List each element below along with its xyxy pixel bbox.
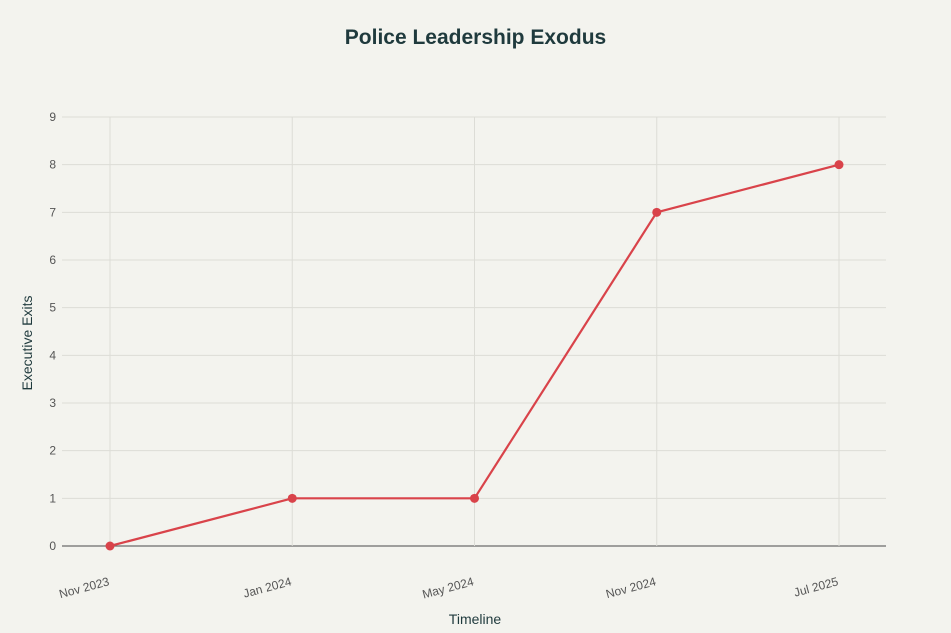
grid-lines [62,116,886,547]
series-layer [105,160,844,551]
y-tick-label: 3 [49,396,56,410]
x-tick-label: May 2024 [421,574,476,601]
y-tick-label: 1 [49,491,56,505]
y-tick-label: 2 [49,444,56,458]
y-tick-label: 5 [49,301,56,315]
y-tick-label: 0 [49,539,56,553]
y-tick-label: 7 [49,205,56,219]
y-tick-label: 9 [49,110,56,124]
x-tick-label: Jul 2025 [792,574,840,599]
x-tick-label: Nov 2023 [58,574,112,601]
x-axis-title: Timeline [448,611,502,627]
data-point [652,207,662,217]
data-point [287,493,297,503]
y-tick-label: 4 [49,348,56,362]
data-point [834,160,844,170]
chart-title: Police Leadership Exodus [344,26,607,49]
data-point [105,541,115,551]
x-tick-label: Jan 2024 [242,574,294,600]
y-tick-label: 6 [49,253,56,267]
x-tick-label: Nov 2024 [604,574,658,601]
data-point [470,493,479,503]
y-tick-label: 8 [49,158,56,172]
